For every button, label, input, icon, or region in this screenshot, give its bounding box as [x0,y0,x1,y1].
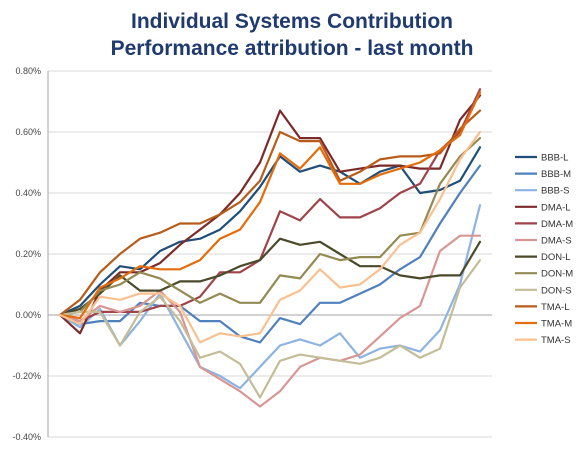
legend-label-bbb-s: BBB-S [541,186,570,197]
legend-label-tma-l: TMA-L [541,302,570,313]
legend-label-tma-m: TMA-M [541,319,572,330]
legend: BBB-L BBB-M BBB-S DMA-L DMA-M DMA-S DON-L DON-M… [515,153,573,346]
y-tick-label: 0.80% [15,66,41,76]
y-tick-label: 0.40% [15,188,41,198]
series-line-don-l [58,237,482,317]
series-line-tma-s [58,130,482,344]
chart-title: Individual Systems Contribution [131,10,453,33]
legend-label-don-s: DON-S [541,285,572,296]
series-lines [58,88,482,408]
series-line-tma-m [58,91,482,320]
series-line-tma-l [58,109,482,317]
legend-label-don-m: DON-M [541,269,573,280]
series-line-dma-s [58,234,482,408]
legend-label-dma-s: DMA-S [541,236,572,247]
chart-subtitle: Performance attribution - last month [111,37,474,60]
legend-label-dma-m: DMA-M [541,219,573,230]
series-line-bbb-s [58,204,482,390]
y-tick-label: -0.20% [12,371,41,381]
y-tick-label: 0.60% [15,127,41,137]
series-line-dma-m [58,88,482,323]
y-tick-label: 0.20% [15,249,41,259]
y-axis-ticks: 0.80% 0.60% 0.40% 0.20% 0.00% -0.20% -0.40% [12,66,41,442]
legend-label-dma-l: DMA-L [541,202,571,213]
series-line-don-m [58,137,482,317]
legend-label-tma-s: TMA-S [541,335,571,346]
y-tick-label: 0.00% [15,310,41,320]
y-tick-label: -0.40% [12,432,41,442]
legend-label-bbb-m: BBB-M [541,169,571,180]
series-line-bbb-l [58,146,482,317]
legend-label-don-l: DON-L [541,252,571,263]
series-line-don-s [58,259,482,399]
legend-label-bbb-l: BBB-L [541,153,568,164]
